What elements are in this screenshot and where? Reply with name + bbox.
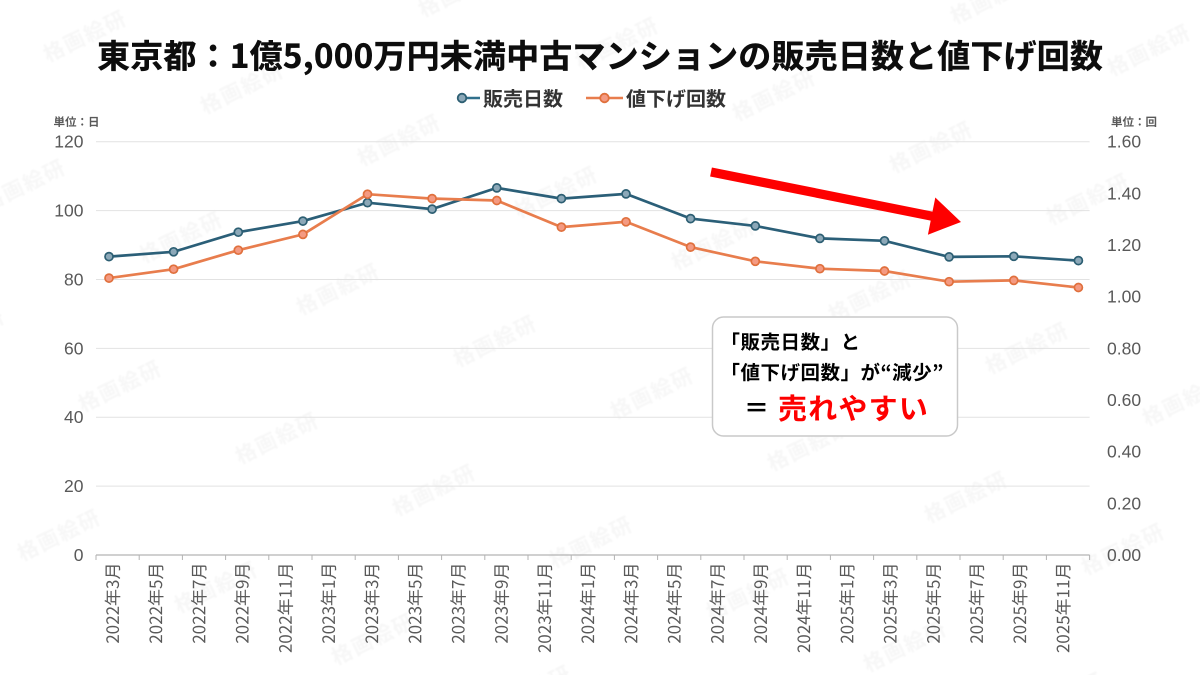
svg-text:1.60: 1.60 [1107,132,1141,152]
svg-text:20: 20 [64,476,84,496]
svg-text:120: 120 [54,132,83,152]
svg-text:0.60: 0.60 [1107,390,1141,410]
svg-text:100: 100 [54,201,83,221]
svg-text:0.80: 0.80 [1107,338,1141,358]
svg-text:80: 80 [64,270,84,290]
svg-text:1.00: 1.00 [1107,287,1141,307]
svg-text:1.40: 1.40 [1107,183,1141,203]
svg-text:0: 0 [74,545,84,565]
svg-text:0.20: 0.20 [1107,493,1141,513]
svg-text:60: 60 [64,338,84,358]
svg-text:0.40: 0.40 [1107,442,1141,462]
svg-text:1.20: 1.20 [1107,235,1141,255]
svg-text:40: 40 [64,407,84,427]
svg-text:0.00: 0.00 [1107,545,1141,565]
